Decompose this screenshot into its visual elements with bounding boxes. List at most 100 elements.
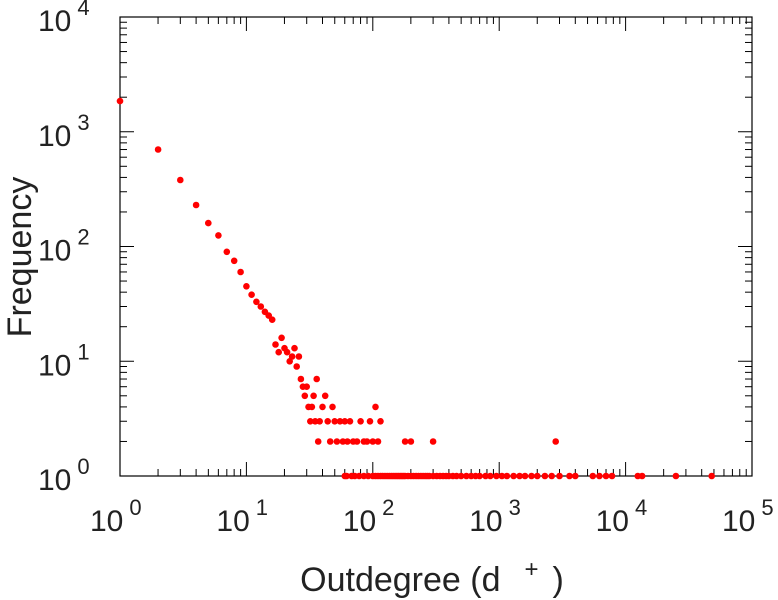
plot-frame — [119, 16, 753, 477]
data-point — [493, 472, 500, 480]
data-point — [374, 438, 382, 445]
data-point — [319, 403, 326, 411]
y-tick-label: 10 1 — [38, 339, 90, 382]
data-point — [534, 472, 541, 480]
data-point — [331, 418, 339, 425]
y-tick-label-base: 10 — [38, 235, 71, 268]
data-point — [154, 146, 162, 153]
y-tick-label-exponent: 1 — [77, 339, 89, 364]
data-point — [324, 418, 332, 425]
data-point — [291, 344, 298, 352]
data-point — [503, 472, 511, 480]
data-point — [275, 348, 283, 356]
data-point — [357, 418, 364, 425]
x-tick-label-base: 10 — [596, 505, 629, 538]
data-point — [364, 472, 372, 480]
data-point — [498, 472, 506, 480]
data-point — [589, 472, 597, 480]
x-tick-label: 10 3 — [469, 495, 521, 538]
y-tick-label-base: 10 — [38, 5, 71, 38]
data-point — [268, 316, 276, 324]
data-point — [177, 176, 184, 184]
data-point — [283, 348, 291, 356]
x-tick-label-base: 10 — [469, 505, 502, 538]
data-point — [326, 438, 334, 445]
data-point — [429, 438, 437, 445]
data-point — [329, 403, 336, 411]
data-point — [366, 418, 374, 425]
data-point — [205, 219, 212, 227]
x-tick-label-exponent: 0 — [129, 495, 141, 520]
data-point — [341, 418, 349, 425]
tick-labels: 10 0 10 1 10 2 10 3 10 4 10 510 010 110 210 310 4 — [38, 0, 774, 538]
data-point — [343, 472, 350, 480]
data-point — [316, 418, 324, 425]
data-point — [541, 472, 549, 480]
x-axis-title: Outdegree (d +) — [300, 556, 564, 599]
data-point — [372, 403, 379, 411]
data-point — [463, 472, 470, 480]
data-point — [253, 298, 260, 306]
data-point — [353, 438, 361, 445]
data-point — [293, 363, 301, 370]
y-tick-label-exponent: 0 — [77, 454, 89, 479]
data-point — [482, 472, 489, 480]
x-axis-title-close: ) — [553, 561, 564, 599]
data-point — [566, 472, 573, 480]
data-point — [243, 283, 250, 290]
data-point — [401, 438, 409, 445]
data-point — [355, 472, 363, 480]
data-point — [596, 472, 603, 480]
data-point — [297, 375, 305, 383]
data-point — [510, 472, 517, 480]
y-tick-label-base: 10 — [38, 120, 71, 153]
data-point — [248, 291, 255, 299]
data-point — [223, 248, 231, 256]
data-point — [215, 232, 222, 239]
data-point — [602, 472, 610, 480]
data-point — [346, 418, 354, 425]
y-axis-title: Frequency — [1, 177, 39, 338]
data-point — [272, 341, 279, 348]
data-point — [295, 353, 303, 360]
data-point — [672, 472, 680, 480]
data-points — [116, 97, 715, 480]
data-point — [303, 383, 311, 391]
y-tick-label: 10 4 — [38, 0, 90, 38]
y-tick-label-exponent: 3 — [77, 110, 89, 135]
x-tick-label-exponent: 2 — [382, 495, 394, 520]
x-tick-label-base: 10 — [722, 505, 755, 538]
data-point — [336, 418, 344, 425]
y-tick-label-exponent: 2 — [77, 225, 89, 250]
data-point — [572, 472, 579, 480]
data-point — [552, 438, 559, 445]
x-tick-label-exponent: 3 — [509, 495, 521, 520]
data-point — [310, 392, 317, 400]
data-point — [307, 418, 314, 425]
data-point — [237, 268, 244, 276]
data-point — [314, 438, 322, 445]
x-tick-label-exponent: 1 — [256, 495, 268, 520]
data-point — [363, 438, 371, 445]
data-point — [548, 472, 555, 480]
data-point — [457, 472, 465, 480]
data-point — [308, 403, 316, 411]
y-tick-label-exponent: 4 — [77, 0, 89, 20]
y-tick-label: 10 0 — [38, 454, 90, 497]
data-point — [528, 472, 535, 480]
data-point — [313, 375, 321, 383]
x-tick-label: 10 0 — [90, 495, 142, 538]
data-point — [333, 438, 341, 445]
x-tick-label: 10 2 — [343, 495, 395, 538]
data-point — [192, 201, 200, 209]
data-point — [278, 334, 285, 342]
data-point — [257, 303, 265, 310]
y-tick-label: 10 2 — [38, 225, 90, 268]
data-point — [638, 472, 646, 480]
data-point — [321, 392, 329, 400]
data-point — [116, 97, 124, 105]
data-point — [369, 438, 377, 445]
x-axis-title-superscript: + — [525, 556, 539, 583]
x-tick-label-base: 10 — [216, 505, 249, 538]
